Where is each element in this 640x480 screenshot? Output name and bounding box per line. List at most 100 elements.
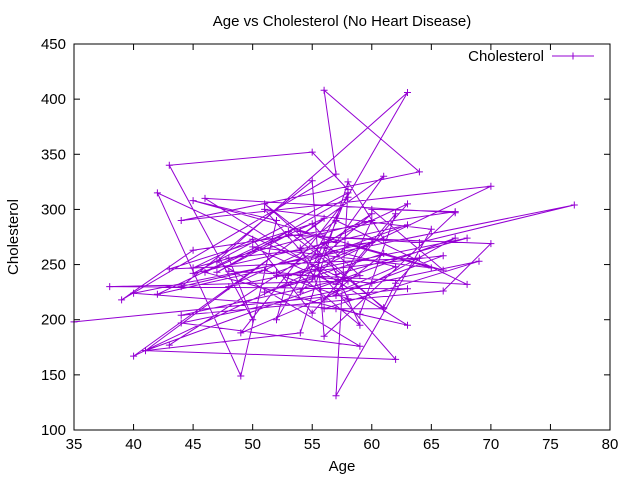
data-point: [249, 235, 257, 243]
data-point: [320, 305, 328, 313]
x-tick-label: 40: [125, 436, 142, 453]
data-point: [332, 292, 340, 299]
data-point: [392, 355, 400, 363]
data-point: [368, 279, 376, 287]
data-point: [177, 283, 185, 291]
data-point: [261, 266, 269, 274]
data-point: [273, 217, 280, 224]
data-point: [225, 267, 233, 275]
data-point: [213, 257, 221, 265]
data-point: [189, 197, 197, 205]
data-point: [332, 217, 340, 224]
data-point: [320, 296, 328, 304]
data-point: [296, 228, 304, 235]
data-point: [451, 209, 459, 217]
data-point: [344, 277, 352, 285]
data-point: [130, 352, 138, 360]
data-point: [344, 295, 352, 303]
series-line: [73, 89, 575, 397]
data-point: [296, 329, 304, 337]
data-point: [451, 234, 459, 242]
y-tick-label: 250: [41, 257, 66, 274]
data-point: [189, 269, 197, 277]
data-point: [332, 305, 340, 313]
data-point: [487, 182, 495, 190]
data-point: [177, 217, 185, 224]
data-point: [189, 246, 197, 254]
data-point: [463, 280, 471, 288]
data-point: [261, 288, 269, 296]
data-point: [284, 228, 292, 235]
x-axis-label: Age: [329, 458, 356, 475]
data-point: [415, 254, 423, 262]
x-tick-label: 55: [304, 436, 321, 453]
y-axis-label: Cholesterol: [5, 199, 22, 275]
data-point: [380, 172, 388, 180]
data-point: [380, 304, 388, 312]
data-point: [201, 268, 209, 276]
data-point: [142, 347, 149, 355]
data-point: [332, 239, 340, 246]
y-tick-label: 200: [41, 312, 66, 329]
data-point: [308, 220, 316, 228]
data-point: [106, 283, 114, 291]
chart-title: Age vs Cholesterol (No Heart Disease): [213, 13, 471, 30]
data-point: [332, 170, 340, 178]
data-point: [177, 311, 185, 319]
data-point: [344, 241, 352, 249]
data-point: [344, 189, 352, 197]
data-point: [356, 272, 364, 280]
data-point: [439, 252, 447, 260]
x-tick-label: 70: [483, 436, 500, 453]
data-point: [165, 161, 173, 169]
legend-label: Cholesterol: [468, 48, 544, 65]
data-point: [392, 210, 400, 218]
data-point: [249, 316, 257, 324]
data-point: [427, 264, 435, 272]
data-point: [404, 221, 411, 229]
data-point: [356, 310, 364, 318]
data-point: [308, 148, 316, 156]
data-point: [332, 392, 340, 400]
x-tick-label: 80: [602, 436, 619, 453]
data-point: [439, 266, 447, 274]
plot-area: [70, 86, 578, 400]
data-point: [118, 296, 126, 304]
x-tick-label: 65: [423, 436, 440, 453]
y-tick-label: 400: [41, 91, 66, 108]
y-tick-label: 350: [41, 146, 66, 163]
data-point: [320, 332, 328, 340]
data-point: [273, 316, 280, 324]
legend-marker: [569, 52, 577, 60]
data-point: [237, 372, 245, 380]
data-point: [356, 342, 364, 350]
data-point: [296, 272, 304, 280]
data-point: [308, 275, 316, 283]
data-point: [225, 283, 233, 291]
data-point: [368, 210, 376, 218]
data-point: [296, 244, 304, 252]
data-point: [332, 280, 340, 288]
data-point: [404, 285, 411, 293]
data-point: [273, 268, 280, 276]
data-point: [392, 263, 400, 271]
data-point: [153, 290, 161, 298]
data-point: [404, 321, 411, 329]
data-point: [249, 243, 257, 251]
plot-frame: [73, 43, 611, 431]
x-tick-label: 60: [363, 436, 380, 453]
x-tick-label: 35: [66, 436, 83, 453]
data-point: [427, 225, 435, 233]
data-point: [177, 319, 185, 327]
data-point: [320, 214, 328, 222]
data-point: [201, 194, 209, 202]
axes: 35 40 45 50 55 60 65 70 75 80 100 150 200 250 300 350 40…: [41, 36, 618, 453]
data-point: [380, 250, 388, 257]
data-point: [130, 289, 138, 297]
data-point: [368, 239, 376, 246]
data-point: [153, 189, 161, 197]
data-point: [308, 309, 316, 317]
data-point: [261, 205, 269, 213]
data-point: [439, 287, 447, 295]
